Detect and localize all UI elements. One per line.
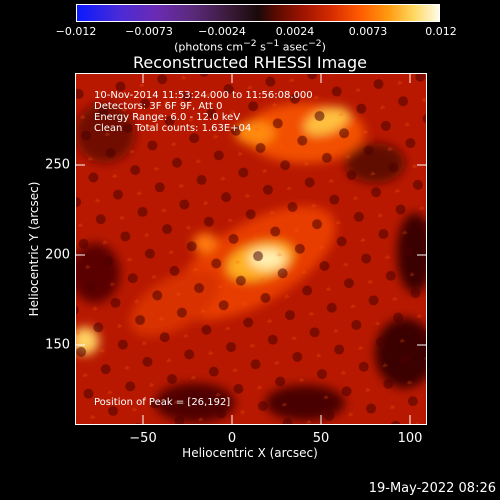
info-detectors: Detectors: 3F 6F 9F, Att 0: [94, 101, 223, 112]
colorbar-tick-label: 0.0073: [348, 25, 388, 38]
colorbar-tick-label: −0.0073: [125, 25, 173, 38]
info-total-counts: Clean Total counts: 1.63E+04: [94, 123, 252, 134]
y-axis-label: Heliocentric Y (arcsec): [27, 181, 41, 317]
y-tick-label: 150: [45, 337, 70, 353]
colorbar-tick-label: 0.0024: [275, 25, 315, 38]
ripple-texture: [75, 73, 427, 425]
colorbar-tick-label: −0.012: [55, 25, 97, 38]
plot-frame: [75, 73, 427, 425]
rhessi-image-plot: [75, 73, 427, 425]
x-tick-label: −50: [129, 431, 157, 446]
x-tick-label: 0: [227, 431, 237, 446]
x-tick-label: 50: [312, 431, 330, 446]
axis-ticks: [75, 73, 427, 425]
colorbar-tick-label: −0.0024: [198, 25, 246, 38]
colorbar-tick-label: 0.012: [425, 25, 457, 38]
x-axis-label: Heliocentric X (arcsec): [182, 446, 318, 460]
timestamp: 19-May-2022 08:26: [368, 481, 496, 496]
plot-title: Reconstructed RHESSI Image: [133, 53, 367, 72]
y-tick-label: 250: [45, 157, 70, 173]
info-energy-range: Energy Range: 6.0 - 12.0 keV: [94, 112, 241, 123]
x-tick-label: 100: [397, 431, 423, 446]
colorbar-unit-label: (photons cm−2 s−1 asec−2): [174, 38, 326, 54]
peak-position-label: Position of Peak = [26,192]: [94, 397, 231, 408]
info-time-range: 10-Nov-2014 11:53:24.000 to 11:56:08.000: [94, 90, 313, 101]
colorbar: [76, 4, 440, 22]
y-tick-label: 200: [45, 247, 70, 263]
